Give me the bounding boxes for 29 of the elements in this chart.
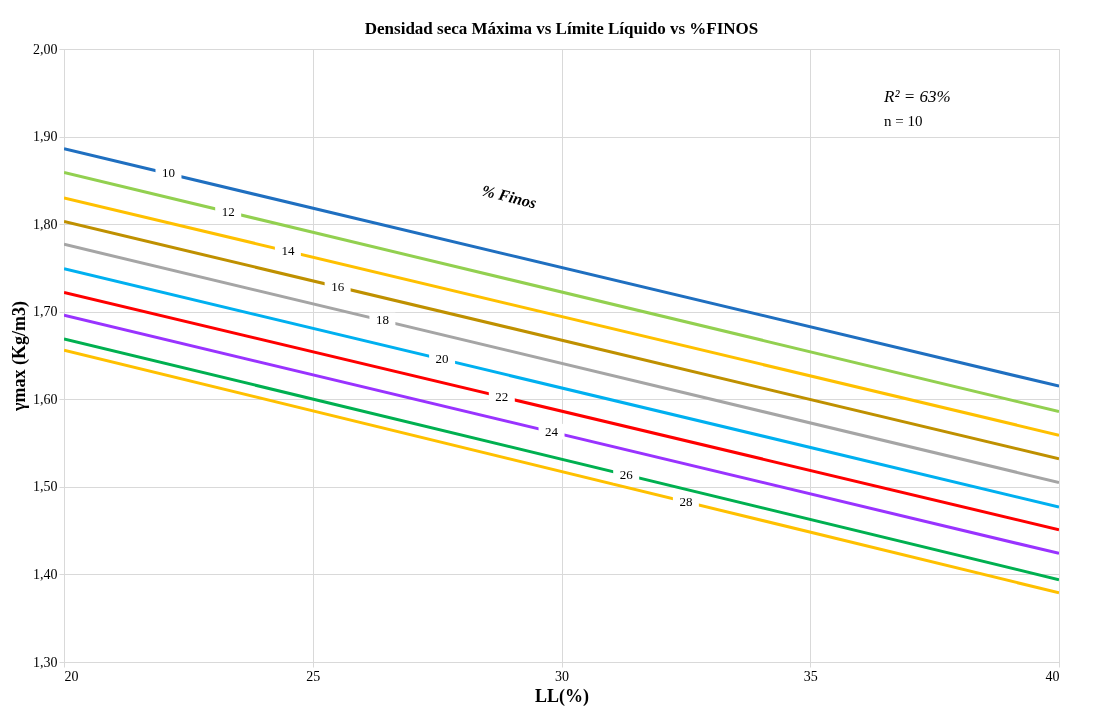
annotation: 20: [435, 351, 449, 366]
annotation: 24: [545, 423, 559, 439]
annotation: 28: [679, 493, 693, 509]
y-tick-label: 1,40: [33, 566, 58, 582]
x-tick-label: 35: [803, 668, 818, 684]
annotation: 16: [331, 279, 345, 295]
annotation: 10: [161, 165, 175, 181]
y-tick-label: 1,60: [33, 391, 58, 407]
x-tick-label: 25: [306, 668, 321, 684]
chart-title: Densidad seca Máxima vs Límite Líquido vs %FINOS: [364, 19, 759, 38]
annotation: 26: [619, 466, 634, 482]
y-tick-label: 1,80: [33, 216, 58, 232]
annotation: n = 10: [884, 113, 923, 129]
x-tick-label: 20: [64, 668, 79, 684]
x-tick-label: 30: [555, 668, 569, 684]
y-tick-label: 1,70: [33, 304, 58, 320]
annotation: R² = 63%: [883, 87, 951, 106]
y-tick-label: 1,30: [33, 654, 58, 670]
y-tick-label: 1,90: [33, 129, 58, 145]
y-axis-title: γmax (Kg/m3): [9, 301, 30, 412]
x-axis-title: LL(%): [535, 685, 590, 707]
y-tick-label: 1,50: [33, 479, 58, 495]
y-tick-label: 2,00: [33, 41, 58, 57]
annotation: 14: [281, 243, 295, 259]
annotation: 18: [375, 312, 389, 328]
annotation: 12: [221, 203, 235, 219]
annotation: % Finos: [480, 181, 539, 212]
x-tick-label: 40: [1045, 668, 1060, 684]
annotation: 22: [495, 388, 509, 404]
